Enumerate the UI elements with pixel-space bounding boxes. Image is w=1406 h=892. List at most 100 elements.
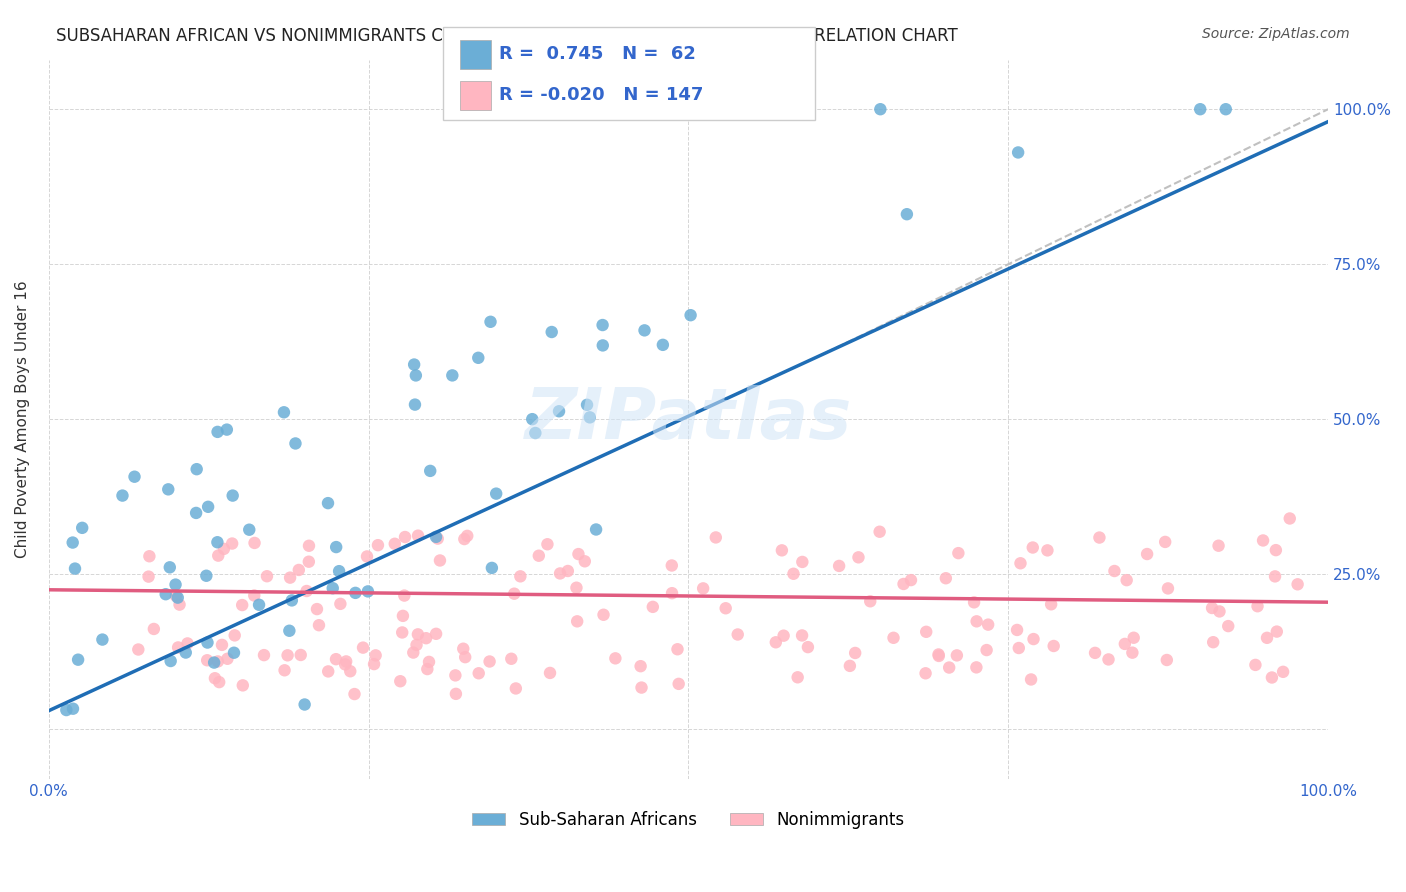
Point	[792, 555, 814, 569]
Point	[557, 564, 579, 578]
Point	[1088, 531, 1111, 545]
Point	[896, 207, 918, 221]
Point	[212, 541, 235, 556]
Point	[641, 599, 664, 614]
Point	[166, 591, 188, 605]
Point	[278, 571, 301, 585]
Point	[447, 102, 470, 116]
Point	[1202, 635, 1225, 649]
Point	[243, 536, 266, 550]
Point	[70, 521, 93, 535]
Point	[661, 586, 683, 600]
Point	[965, 660, 987, 674]
Point	[1272, 665, 1295, 679]
Point	[509, 569, 531, 583]
Point	[165, 577, 187, 591]
Legend: Sub-Saharan Africans, Nonimmigrants: Sub-Saharan Africans, Nonimmigrants	[465, 804, 911, 835]
Point	[243, 589, 266, 603]
Point	[1121, 646, 1143, 660]
Point	[278, 624, 301, 638]
Text: SUBSAHARAN AFRICAN VS NONIMMIGRANTS CHILD POVERTY AMONG BOYS UNDER 16 CORRELATIO: SUBSAHARAN AFRICAN VS NONIMMIGRANTS CHIL…	[56, 27, 957, 45]
Point	[869, 102, 891, 116]
Point	[1042, 639, 1064, 653]
Point	[1208, 539, 1230, 553]
Point	[207, 425, 229, 439]
Point	[479, 315, 502, 329]
Text: R = -0.020   N = 147: R = -0.020 N = 147	[499, 87, 703, 104]
Point	[357, 584, 380, 599]
Point	[765, 635, 787, 649]
Point	[322, 581, 344, 595]
Point	[1286, 577, 1309, 591]
Point	[1122, 631, 1144, 645]
Point	[1154, 535, 1177, 549]
Point	[217, 652, 239, 666]
Point	[579, 410, 602, 425]
Point	[928, 648, 950, 662]
Point	[915, 624, 938, 639]
Point	[451, 641, 474, 656]
Point	[333, 657, 356, 672]
Point	[277, 648, 299, 663]
Point	[478, 655, 501, 669]
Point	[527, 549, 550, 563]
Point	[605, 651, 627, 665]
Point	[186, 462, 208, 476]
Point	[1022, 632, 1045, 646]
Point	[914, 666, 936, 681]
Point	[405, 638, 427, 652]
Point	[253, 648, 276, 662]
Point	[221, 536, 243, 550]
Point	[138, 569, 160, 583]
Point	[1215, 102, 1237, 116]
Point	[195, 653, 218, 667]
Point	[316, 665, 339, 679]
Point	[207, 655, 229, 669]
Point	[207, 549, 229, 563]
Point	[406, 529, 429, 543]
Point	[1157, 582, 1180, 596]
Point	[565, 581, 588, 595]
Point	[404, 398, 426, 412]
Point	[714, 601, 737, 615]
Point	[352, 640, 374, 655]
Point	[429, 553, 451, 567]
Point	[207, 535, 229, 549]
Point	[273, 663, 295, 677]
Point	[574, 554, 596, 568]
Point	[1218, 619, 1240, 633]
Point	[202, 656, 225, 670]
Point	[298, 555, 321, 569]
Point	[305, 602, 328, 616]
Point	[1008, 640, 1031, 655]
Point	[426, 532, 449, 546]
Point	[567, 615, 589, 629]
Point	[325, 540, 347, 554]
Point	[651, 338, 673, 352]
Point	[204, 671, 226, 685]
Point	[344, 586, 367, 600]
Point	[232, 678, 254, 692]
Point	[536, 537, 558, 551]
Point	[1104, 564, 1126, 578]
Point	[208, 675, 231, 690]
Point	[576, 398, 599, 412]
Point	[928, 648, 950, 663]
Point	[329, 597, 352, 611]
Point	[231, 598, 253, 612]
Y-axis label: Child Poverty Among Boys Under 16: Child Poverty Among Boys Under 16	[15, 280, 30, 558]
Point	[142, 622, 165, 636]
Point	[176, 636, 198, 650]
Point	[704, 531, 727, 545]
Point	[91, 632, 114, 647]
Point	[467, 351, 489, 365]
Point	[444, 668, 467, 682]
Point	[538, 665, 561, 680]
Point	[485, 486, 508, 500]
Point	[62, 535, 84, 549]
Point	[138, 549, 160, 564]
Point	[418, 655, 440, 669]
Point	[456, 529, 478, 543]
Point	[281, 593, 304, 607]
Point	[1264, 543, 1286, 558]
